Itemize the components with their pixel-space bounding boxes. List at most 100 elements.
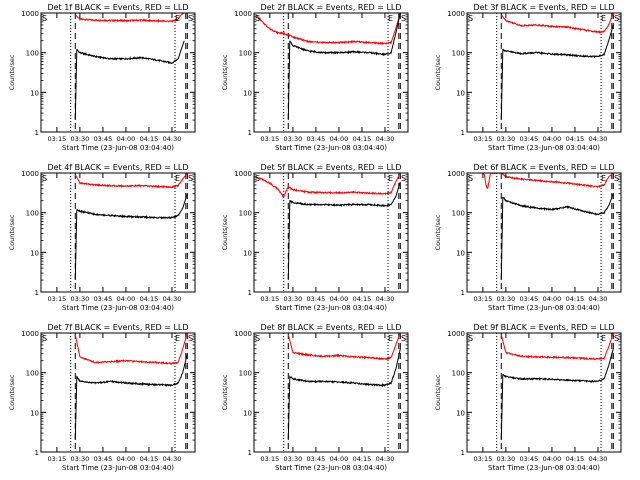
chart-title: Det 5f BLACK = Events, RED = LLD xyxy=(260,163,401,172)
lld-series-line xyxy=(74,173,188,189)
x-tick-label: 03:30 xyxy=(71,455,90,463)
x-tick-label: 04:30 xyxy=(589,455,608,463)
y-axis-label: Counts/sec xyxy=(8,374,16,410)
x-tick-label: 03:15 xyxy=(47,135,66,143)
lld-series-line xyxy=(500,13,614,34)
marker-label-s: S xyxy=(401,14,406,23)
y-tick-label: 100 xyxy=(26,50,39,58)
x-tick-label: 03:15 xyxy=(260,455,279,463)
plot-frame xyxy=(253,172,409,293)
chart-panel-2: Det 2f BLACK = Events, RED = LLD 1 10 100 10… xyxy=(221,3,409,152)
plot-frame xyxy=(466,172,622,293)
marker-label-s: S xyxy=(401,334,406,343)
marker-label-s: S xyxy=(42,334,47,343)
x-tick-label: 04:15 xyxy=(353,455,372,463)
x-tick-label: 03:30 xyxy=(497,135,516,143)
y-tick-label: 10 xyxy=(30,249,39,257)
x-tick-label: 04:00 xyxy=(117,455,136,463)
x-tick-label: 03:15 xyxy=(260,295,279,303)
x-tick-label: 03:45 xyxy=(520,135,539,143)
plot-data-group xyxy=(70,13,188,132)
chart-title: Det 6f BLACK = Events, RED = LLD xyxy=(473,163,614,172)
y-tick-label: 10 xyxy=(456,249,465,257)
chart-title: Det 2f BLACK = Events, RED = LLD xyxy=(260,3,401,12)
y-tick-label: 100 xyxy=(239,210,252,218)
y-tick-label: 10 xyxy=(30,409,39,417)
lld-series-line xyxy=(255,13,401,46)
x-tick-label: 03:15 xyxy=(473,135,492,143)
plot-data-group xyxy=(496,13,614,132)
x-tick-label: 03:30 xyxy=(71,135,90,143)
chart-title: Det 1f BLACK = Events, RED = LLD xyxy=(47,3,188,12)
y-tick-label: 1 xyxy=(248,129,252,137)
marker-label-e: E xyxy=(388,14,393,23)
lld-series-line xyxy=(500,333,614,361)
y-axis-label: Counts/sec xyxy=(434,374,442,410)
marker-label-e: E xyxy=(601,174,606,183)
y-tick-label: 100 xyxy=(239,50,252,58)
plot-frame xyxy=(40,12,196,133)
x-tick-label: 03:45 xyxy=(307,135,326,143)
y-tick-label: 1000 xyxy=(447,330,465,338)
chart-panel-8: Det 8f BLACK = Events, RED = LLD 1 10 100 10… xyxy=(221,323,409,472)
plot-data-group xyxy=(283,333,401,452)
y-tick-label: 10 xyxy=(456,409,465,417)
marker-label-s: S xyxy=(188,174,193,183)
x-tick-label: 04:30 xyxy=(589,295,608,303)
x-tick-label: 04:15 xyxy=(140,455,159,463)
x-axis-label: Start Time (23-Jun-08 03:04:40) xyxy=(488,144,600,152)
y-tick-label: 1000 xyxy=(21,170,39,178)
y-tick-label: 1 xyxy=(461,129,465,137)
events-series-line xyxy=(287,13,401,121)
plot-data-group xyxy=(482,173,614,292)
plot-data-group xyxy=(70,333,188,452)
plot-frame xyxy=(40,332,196,453)
marker-label-s: S xyxy=(188,334,193,343)
chart-title: Det 9f BLACK = Events, RED = LLD xyxy=(473,323,614,332)
y-tick-label: 1000 xyxy=(21,330,39,338)
x-tick-label: 03:45 xyxy=(520,455,539,463)
events-series-line xyxy=(287,348,401,441)
events-series-line xyxy=(74,353,188,441)
y-axis-label: Counts/sec xyxy=(221,54,229,90)
y-tick-label: 1 xyxy=(35,129,39,137)
x-axis-label: Start Time (23-Jun-08 03:04:40) xyxy=(62,464,174,472)
y-tick-label: 1000 xyxy=(234,170,252,178)
plot-data-group xyxy=(254,173,401,292)
y-tick-label: 100 xyxy=(26,370,39,378)
plot-data-group xyxy=(255,13,401,132)
x-tick-label: 04:00 xyxy=(330,295,349,303)
chart-panel-5: Det 5f BLACK = Events, RED = LLD 1 10 100 10… xyxy=(221,163,409,312)
x-tick-label: 03:45 xyxy=(520,295,539,303)
x-tick-label: 04:00 xyxy=(330,135,349,143)
x-tick-label: 04:15 xyxy=(140,135,159,143)
x-tick-label: 04:30 xyxy=(376,135,395,143)
y-tick-label: 1 xyxy=(35,449,39,457)
marker-label-s: S xyxy=(255,174,260,183)
plot-frame xyxy=(253,332,409,453)
plot-frame xyxy=(466,332,622,453)
chart-panel-3: Det 3f BLACK = Events, RED = LLD 1 10 100 10… xyxy=(434,3,622,152)
x-tick-label: 03:30 xyxy=(71,295,90,303)
y-tick-label: 1000 xyxy=(447,10,465,18)
x-axis-label: Start Time (23-Jun-08 03:04:40) xyxy=(275,464,387,472)
y-tick-label: 100 xyxy=(239,370,252,378)
x-tick-label: 04:30 xyxy=(589,135,608,143)
marker-label-s: S xyxy=(42,174,47,183)
x-axis-label: Start Time (23-Jun-08 03:04:40) xyxy=(62,304,174,312)
y-tick-label: 1000 xyxy=(234,10,252,18)
y-tick-label: 1000 xyxy=(447,170,465,178)
marker-label-e: E xyxy=(388,174,393,183)
plot-frame xyxy=(253,12,409,133)
y-tick-label: 1 xyxy=(461,449,465,457)
x-tick-label: 03:15 xyxy=(473,455,492,463)
y-tick-label: 100 xyxy=(452,370,465,378)
marker-label-s: S xyxy=(401,174,406,183)
x-tick-label: 03:45 xyxy=(94,295,113,303)
x-axis-label: Start Time (23-Jun-08 03:04:40) xyxy=(275,304,387,312)
x-tick-label: 03:30 xyxy=(497,295,516,303)
marker-label-e: E xyxy=(175,334,180,343)
marker-label-e: E xyxy=(601,14,606,23)
chart-title: Det 8f BLACK = Events, RED = LLD xyxy=(260,323,401,332)
marker-label-s: S xyxy=(255,334,260,343)
